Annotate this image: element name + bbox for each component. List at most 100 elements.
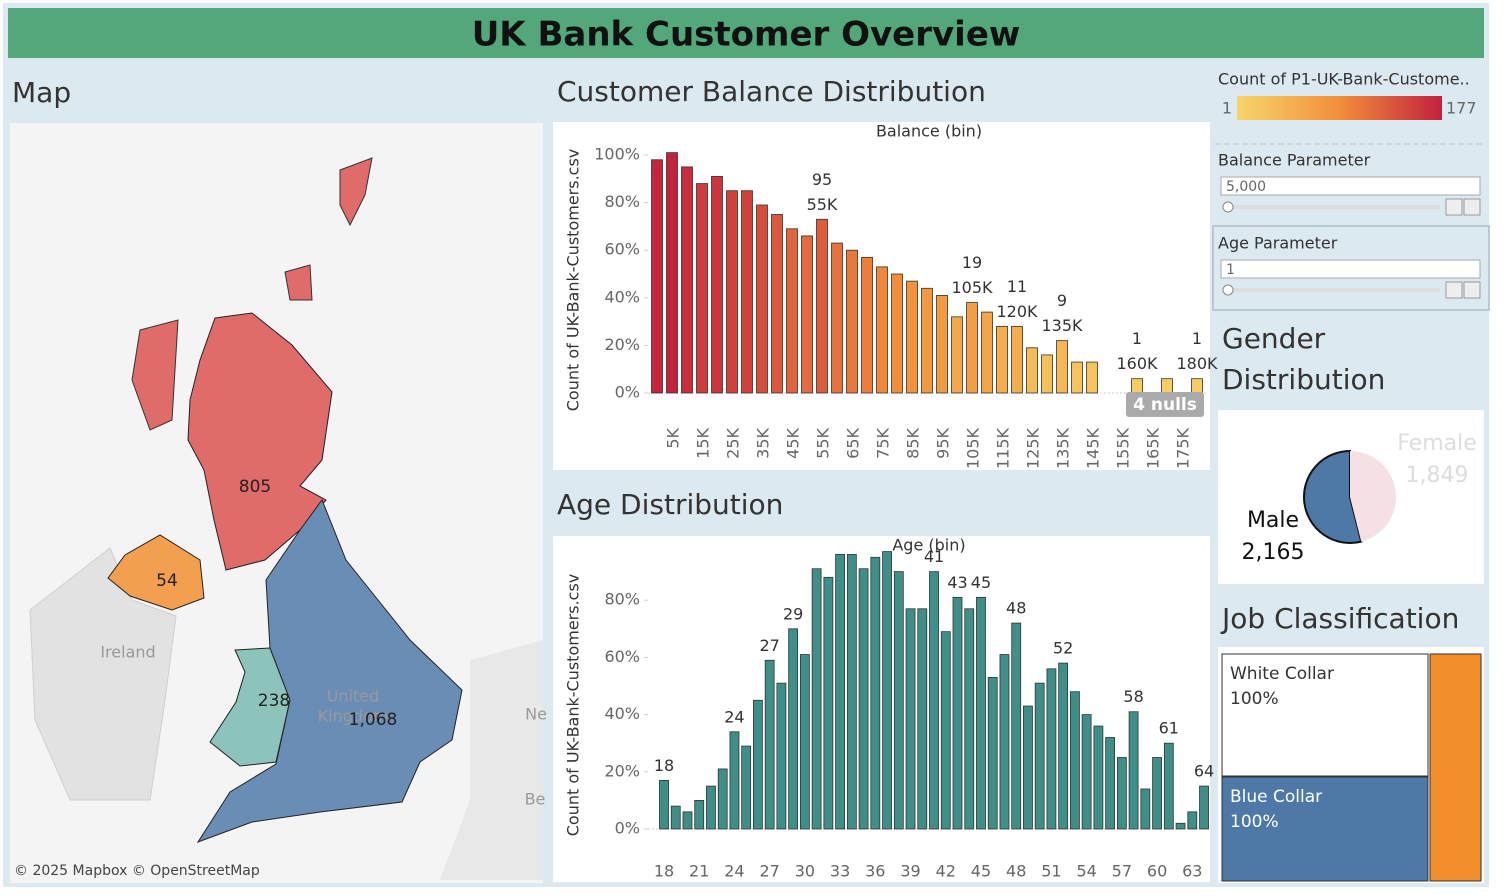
x-tick-label: 165K — [1144, 427, 1163, 469]
bar-label: 58 — [1123, 687, 1143, 706]
bar — [786, 228, 798, 394]
bar-label: 9 — [1057, 291, 1067, 310]
y-tick-label: 20% — [604, 335, 640, 354]
x-tick-label: 75K — [874, 428, 893, 459]
bar — [1152, 757, 1162, 830]
bar — [921, 287, 933, 394]
data-label: 2,165 — [1242, 540, 1305, 565]
parameter-name: Balance Parameter — [1218, 151, 1371, 170]
bar — [929, 571, 939, 830]
bar-label: 95 — [812, 170, 832, 189]
chart-title: Job Classification — [1220, 602, 1459, 635]
bar — [891, 273, 903, 394]
bar — [996, 325, 1008, 394]
island — [131, 319, 179, 431]
x-tick-label: 55K — [814, 428, 833, 459]
bar — [1011, 622, 1022, 830]
y-tick-label: 20% — [604, 761, 640, 780]
x-tick-label: 51 — [1041, 862, 1061, 881]
bar — [1086, 361, 1098, 394]
map-title: Map — [12, 76, 71, 109]
x-tick-label: 57 — [1112, 862, 1132, 881]
header-title: UK Bank Customer Overview — [472, 15, 1021, 55]
x-tick-label: 48 — [1006, 862, 1026, 881]
bar-label: 52 — [1053, 639, 1073, 658]
bar — [666, 152, 678, 394]
bar — [882, 551, 892, 830]
bar — [870, 556, 881, 830]
bar-label: 180K — [1176, 354, 1218, 373]
bar — [1034, 682, 1045, 830]
chart-title: Customer Balance Distribution — [557, 75, 986, 108]
step-forward[interactable] — [1463, 198, 1481, 216]
chart-title: Distribution — [1222, 363, 1385, 396]
pie-slice — [1350, 451, 1396, 542]
treemap-cell — [1221, 776, 1429, 882]
bar — [696, 183, 708, 394]
bar — [811, 568, 822, 830]
place-label: Kingdom — [318, 707, 389, 726]
parameter-card — [1212, 225, 1490, 311]
bar — [846, 249, 858, 394]
bar — [816, 218, 828, 394]
bar — [835, 554, 845, 830]
bar — [771, 214, 783, 394]
y-tick-label: 80% — [604, 192, 640, 211]
header-bar — [8, 8, 1484, 58]
x-tick-label: 115K — [994, 427, 1013, 469]
parameter-input[interactable] — [1220, 176, 1481, 196]
bar-label: 11 — [1007, 277, 1027, 296]
slider-thumb[interactable] — [1222, 284, 1234, 296]
y-tick-label: 40% — [604, 704, 640, 723]
step-forward[interactable] — [1463, 281, 1481, 299]
bar — [729, 731, 740, 830]
bar — [1116, 757, 1127, 830]
treemap-cell-other — [1429, 653, 1482, 882]
place-label: United — [327, 687, 380, 706]
place-label: Ne — [525, 705, 547, 724]
bar-label: 1 — [1132, 329, 1142, 348]
x-tick-label: 63 — [1182, 862, 1202, 881]
x-tick-label: 125K — [1024, 427, 1043, 469]
place-label: Be — [525, 790, 546, 809]
bar — [788, 628, 799, 830]
bar-label: 27 — [759, 636, 779, 655]
bar — [659, 779, 669, 830]
bar — [776, 682, 787, 830]
x-tick-label: 5K — [664, 427, 683, 448]
bar — [694, 800, 705, 830]
bar — [1056, 340, 1068, 394]
y-tick-label: 100% — [594, 145, 640, 164]
pie-slice — [1302, 449, 1363, 544]
bar — [1026, 347, 1038, 394]
island — [339, 157, 373, 227]
bar — [682, 811, 693, 830]
parameter-value: 5,000 — [1226, 179, 1266, 195]
step-back[interactable] — [1445, 281, 1463, 299]
bar-label: 160K — [1116, 354, 1158, 373]
bar — [999, 654, 1010, 830]
bar — [964, 608, 975, 830]
parameter-input[interactable] — [1220, 259, 1481, 279]
europe-land — [440, 640, 543, 880]
x-tick-label: 42 — [936, 862, 956, 881]
x-tick-label: 175K — [1174, 427, 1193, 469]
step-back[interactable] — [1445, 198, 1463, 216]
bar — [846, 554, 857, 830]
bar — [1023, 705, 1033, 830]
bar — [1128, 711, 1139, 830]
x-tick-label: 18 — [654, 862, 674, 881]
map-region — [107, 534, 205, 611]
x-axis-title: Age (bin) — [892, 536, 965, 555]
slider-thumb[interactable] — [1222, 201, 1234, 213]
bar — [651, 159, 663, 394]
y-tick-label: 0% — [615, 819, 640, 838]
bar-label: 61 — [1159, 719, 1179, 738]
bar — [711, 176, 723, 394]
bar — [1191, 378, 1203, 394]
y-tick-label: 80% — [604, 590, 640, 609]
x-tick-label: 45 — [971, 862, 991, 881]
data-label: 1,849 — [1406, 463, 1469, 488]
